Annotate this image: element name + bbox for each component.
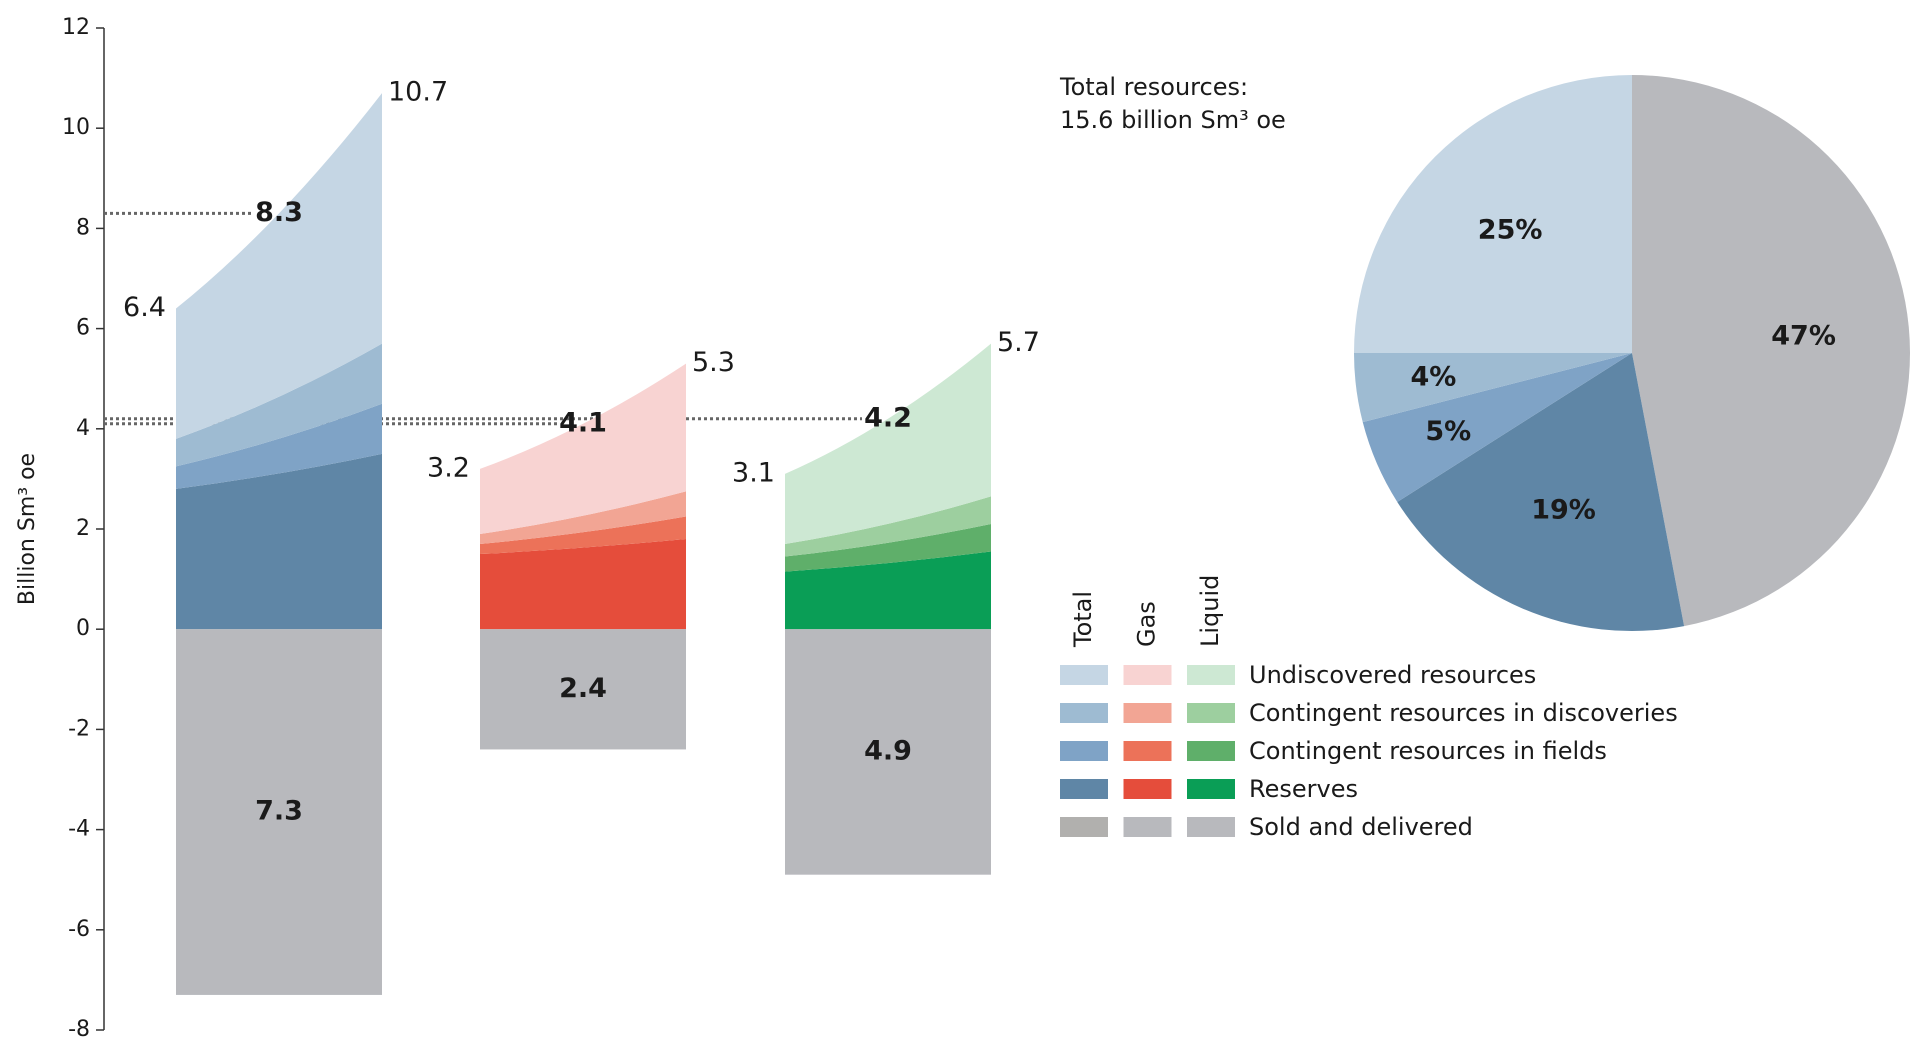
area-layer [480, 516, 686, 555]
legend-swatch [1123, 703, 1172, 723]
legend-swatch [1187, 703, 1235, 723]
pie-slice [1632, 75, 1911, 627]
legend-heading: Total [1069, 591, 1097, 648]
mid-label: 8.3 [255, 197, 303, 228]
area-layer [785, 343, 991, 545]
end-label: 10.7 [388, 77, 448, 108]
legend-swatch [1187, 779, 1235, 799]
y-tick-label: 10 [62, 115, 90, 140]
pie-slice [1397, 353, 1685, 631]
legend-swatch [1187, 741, 1235, 761]
legend-swatch [1187, 665, 1235, 685]
slice-label: 19% [1531, 495, 1596, 526]
legend-swatch [1060, 817, 1108, 837]
sold-label: 4.9 [864, 735, 912, 766]
area-layer [480, 491, 686, 545]
area-layer [480, 363, 686, 535]
slice-label: 25% [1478, 215, 1543, 246]
y-tick-label: 6 [76, 316, 90, 341]
y-tick-label: 2 [76, 516, 90, 541]
legend-label: Reserves [1249, 775, 1358, 803]
area-layer [176, 453, 382, 630]
legend-swatch [1123, 817, 1172, 837]
start-label: 3.1 [732, 457, 775, 488]
area-layer [480, 539, 686, 630]
legend-swatch [1060, 779, 1108, 799]
legend-heading: Gas [1133, 601, 1161, 647]
legend-label: Undiscovered resources [1249, 661, 1536, 689]
mid-label: 4.1 [559, 407, 607, 438]
area-layer [176, 93, 382, 439]
y-tick-label: 0 [76, 616, 90, 641]
pie-title: Total resources: [1059, 73, 1248, 101]
y-tick-label: 4 [76, 416, 90, 441]
y-tick-label: -4 [68, 817, 90, 842]
start-label: 6.4 [123, 292, 166, 323]
legend-swatch [1060, 741, 1108, 761]
legend-label: Sold and delivered [1249, 813, 1473, 841]
area-layer [785, 551, 991, 630]
area-layer [785, 523, 991, 572]
y-tick-label: 12 [62, 15, 90, 40]
pie-slice [1362, 353, 1632, 502]
slice-label: 5% [1425, 416, 1471, 447]
legend-heading: Liquid [1196, 575, 1224, 647]
y-tick-label: -6 [68, 917, 90, 942]
legend-swatch [1060, 665, 1108, 685]
legend-swatch [1187, 817, 1235, 837]
sold-bar [785, 629, 991, 875]
area-layer [785, 496, 991, 557]
pie-slice [1354, 353, 1632, 423]
y-tick-label: -8 [68, 1017, 90, 1042]
y-tick-label: -2 [68, 716, 90, 741]
legend-swatch [1060, 703, 1108, 723]
slice-label: 47% [1771, 320, 1836, 351]
pie-slice [1354, 75, 1632, 353]
legend-swatch [1123, 665, 1172, 685]
start-label: 3.2 [427, 452, 470, 483]
sold-label: 7.3 [255, 796, 303, 827]
legend-label: Contingent resources in discoveries [1249, 699, 1678, 727]
mid-label: 4.2 [864, 402, 912, 433]
y-tick-label: 8 [76, 215, 90, 240]
slice-label: 4% [1410, 362, 1456, 393]
end-label: 5.7 [997, 327, 1040, 358]
legend-label: Contingent resources in fields [1249, 737, 1607, 765]
legend-swatch [1123, 779, 1172, 799]
sold-bar [176, 629, 382, 995]
end-label: 5.3 [692, 347, 735, 378]
area-layer [176, 403, 382, 489]
sold-label: 2.4 [559, 673, 607, 704]
pie-title: 15.6 billion Sm³ oe [1060, 106, 1286, 134]
sold-bar [480, 629, 686, 750]
legend-swatch [1123, 741, 1172, 761]
y-axis-label: Billion Sm³ oe [15, 453, 40, 605]
area-layer [176, 343, 382, 467]
